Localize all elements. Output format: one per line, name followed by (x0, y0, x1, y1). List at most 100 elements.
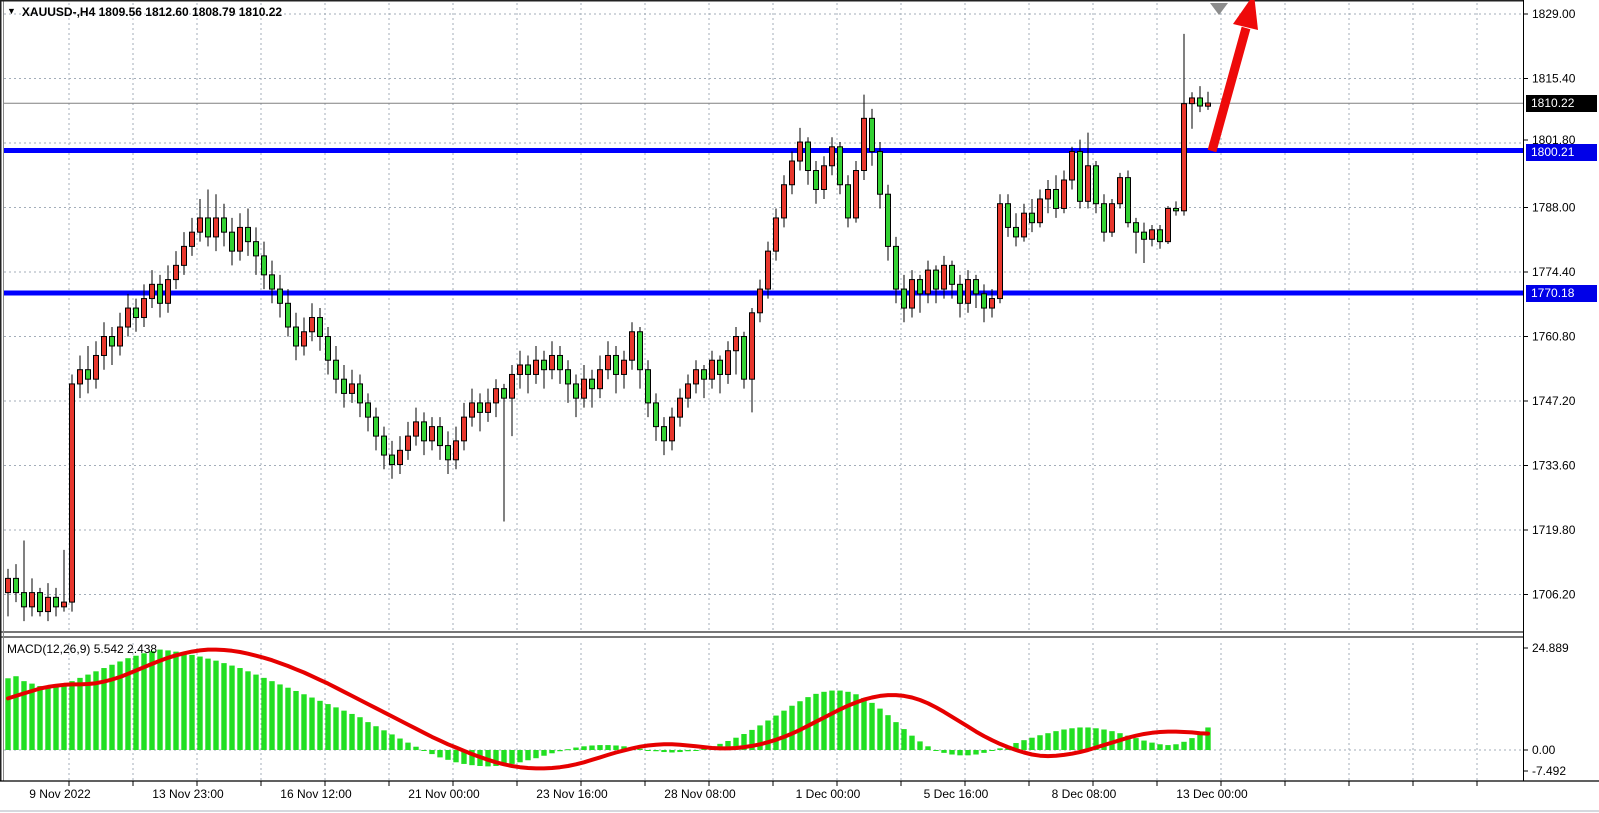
candle-body (269, 274, 275, 290)
macd-histogram-bar (765, 720, 771, 750)
candle-body (165, 279, 171, 304)
candle-body (829, 146, 835, 167)
macd-histogram-bar (13, 676, 19, 750)
macd-histogram-bar (53, 686, 59, 750)
candle-body (333, 359, 339, 380)
macd-histogram-bar (741, 734, 747, 750)
macd-histogram-bar (957, 750, 963, 756)
candle-body (1197, 97, 1203, 107)
candle-body (557, 354, 563, 371)
candle-body (213, 217, 219, 238)
macd-histogram-bar (565, 749, 571, 751)
macd-histogram-bar (101, 668, 107, 750)
candle-body (301, 331, 307, 347)
macd-histogram-bar (109, 664, 115, 750)
candle-body (909, 279, 915, 309)
macd-histogram-bar (341, 710, 347, 750)
candle-body (421, 421, 427, 442)
macd-axis-label: -7.492 (1532, 764, 1566, 778)
candle-body (525, 364, 531, 375)
candle-body (581, 378, 587, 399)
candle-body (189, 231, 195, 247)
trend-arrow-head-icon[interactable] (1233, 0, 1258, 30)
macd-histogram-bar (917, 741, 923, 750)
candle-body (1037, 198, 1043, 224)
macd-histogram-bar (877, 708, 883, 750)
candle-body (221, 217, 227, 233)
candle-body (589, 378, 595, 390)
macd-histogram-bar (893, 722, 899, 750)
macd-histogram-bar (701, 748, 707, 750)
candle-body (533, 359, 539, 375)
price-axis-label: 1788.00 (1532, 201, 1576, 215)
macd-histogram-bar (1101, 729, 1107, 750)
candle-body (845, 184, 851, 219)
macd-signal-line (6, 647, 1210, 771)
candle-body (501, 388, 507, 399)
candle-body (669, 416, 675, 442)
candle-body (1173, 207, 1179, 212)
trend-arrow-shaft[interactable] (1207, 26, 1251, 153)
candle-body (565, 369, 571, 385)
macd-histogram-bar (797, 701, 803, 750)
macd-histogram-bar (653, 750, 659, 752)
macd-histogram-bar (1069, 728, 1075, 750)
macd-histogram-bar (229, 665, 235, 750)
candle-body (629, 331, 635, 361)
candle-body (749, 312, 755, 380)
candle-body (357, 383, 363, 404)
candle-body (197, 217, 203, 233)
macd-histogram-bar (405, 742, 411, 750)
price-axis-label: 1774.40 (1532, 265, 1576, 279)
candle-body (1189, 97, 1195, 105)
candle-body (277, 288, 283, 304)
candle-body (437, 426, 443, 447)
macd-histogram-bar (677, 750, 683, 753)
chart-title: ▼ XAUUSD-,H4 1809.56 1812.60 1808.79 181… (7, 5, 282, 19)
candle-body (381, 435, 387, 456)
macd-histogram-bar (853, 694, 859, 750)
candle-body (957, 283, 963, 304)
macd-histogram-bar (597, 745, 603, 750)
candle-body (389, 454, 395, 466)
macd-histogram-bar (757, 725, 763, 750)
macd-histogram-bar (309, 697, 315, 750)
candle-body (1029, 212, 1035, 224)
window-border-top (0, 0, 1523, 2)
macd-histogram-bar (205, 658, 211, 750)
macd-histogram-bar (949, 750, 955, 755)
candle-body (1205, 102, 1211, 107)
price-axis-area (1524, 0, 1599, 813)
candle-body (989, 298, 995, 309)
candle-body (29, 592, 35, 608)
time-axis-label: 23 Nov 16:00 (536, 787, 608, 801)
macd-histogram-bar (845, 691, 851, 750)
macd-histogram-bar (573, 747, 579, 750)
macd-histogram-bar (285, 687, 291, 750)
candle-body (1069, 151, 1075, 181)
candle-body (573, 383, 579, 399)
macd-histogram-bar (373, 726, 379, 750)
macd-histogram-bar (157, 649, 163, 750)
candle-body (549, 354, 555, 371)
candle-body (1061, 179, 1067, 209)
macd-histogram-bar (509, 750, 515, 764)
macd-histogram-bar (501, 750, 507, 766)
macd-histogram-bar (789, 705, 795, 750)
candle-body (685, 383, 691, 399)
candle-body (405, 435, 411, 451)
chart-shift-marker-icon[interactable] (1210, 3, 1228, 15)
candle-body (605, 354, 611, 371)
candle-body (621, 359, 627, 375)
macd-histogram-bar (69, 681, 75, 750)
candle-body (893, 245, 899, 290)
candle-body (693, 369, 699, 385)
macd-histogram-bar (301, 694, 307, 750)
macd-histogram-bar (29, 683, 35, 750)
macd-histogram-bar (357, 717, 363, 750)
macd-histogram-bar (189, 654, 195, 750)
macd-axis-label: 0.00 (1532, 743, 1556, 757)
macd-histogram-bar (437, 750, 443, 758)
